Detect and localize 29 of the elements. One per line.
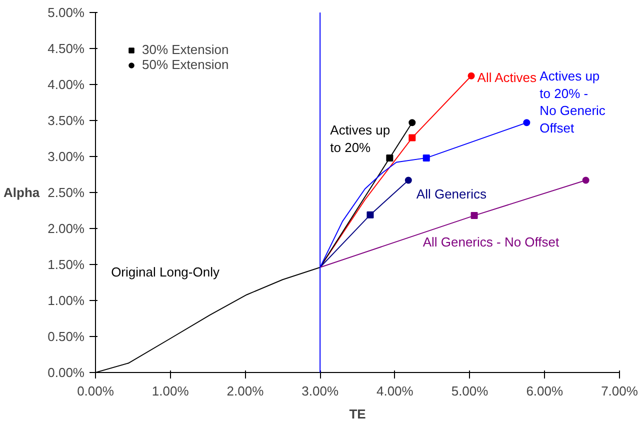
y-tick-label: 3.50% bbox=[48, 113, 85, 128]
y-tick-label: 4.00% bbox=[48, 77, 85, 92]
x-tick-label: 3.00% bbox=[302, 384, 339, 398]
y-tick-label: 5.00% bbox=[48, 5, 85, 20]
y-tick-label: 4.50% bbox=[48, 41, 85, 56]
y-tick-label: 2.00% bbox=[48, 221, 85, 236]
series-label: All Actives bbox=[477, 70, 538, 85]
x-tick-label: 6.00% bbox=[526, 384, 564, 398]
y-tick-label: 0.00% bbox=[48, 365, 85, 380]
x-tick-label: 2.00% bbox=[226, 384, 264, 398]
x-tick-label: 1.00% bbox=[152, 384, 190, 398]
legend-label: 30% Extension bbox=[142, 42, 229, 57]
series-label: Actives up to 20% bbox=[330, 122, 390, 155]
text: Original Long-Only bbox=[111, 264, 220, 280]
y-tick-label: 1.00% bbox=[48, 293, 85, 308]
x-tick-label: 5.00% bbox=[451, 384, 489, 398]
x-tick-label: 7.00% bbox=[601, 384, 638, 398]
y-tick-label: 0.50% bbox=[48, 329, 85, 344]
x-axis-title: TE bbox=[349, 406, 366, 422]
x-tick-label: 4.00% bbox=[376, 384, 414, 398]
x-tick-label: 0.00% bbox=[77, 384, 114, 398]
y-tick-label: 2.50% bbox=[48, 185, 85, 200]
y-axis-title: Alpha bbox=[4, 185, 40, 200]
series-label: Actives up to 20% - No Generic Offset bbox=[540, 68, 606, 136]
y-tick-label: 3.00% bbox=[48, 149, 85, 164]
series-label: All Generics bbox=[416, 186, 487, 202]
y-tick-label: 1.50% bbox=[48, 257, 85, 272]
legend-label: 50% Extension bbox=[142, 57, 229, 72]
series-label: All Generics - No Offset bbox=[422, 234, 560, 250]
